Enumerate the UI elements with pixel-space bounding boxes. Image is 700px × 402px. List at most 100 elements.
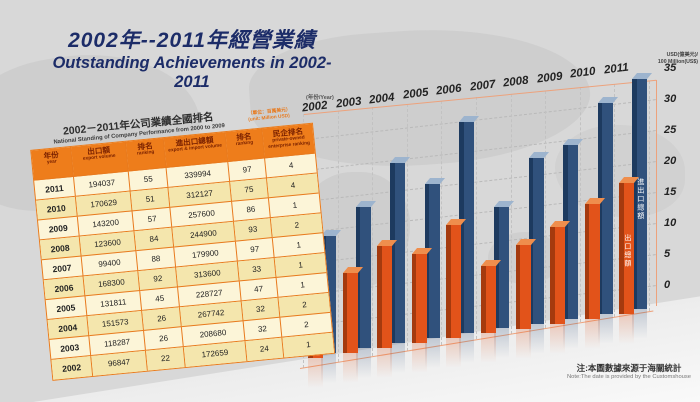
bar-total-2011: 進出口總額: [632, 73, 653, 339]
bar-reflection: [342, 353, 358, 384]
bar-reflection: [515, 328, 531, 359]
bar-export-2006: [446, 218, 467, 369]
year-separator: [406, 104, 408, 351]
chart-yaxis-unit: USD(億美元)/ 100 Million(US$): [642, 52, 698, 66]
bar-reflection: [584, 318, 600, 349]
year-separator: [372, 107, 374, 357]
bar-side-face: [390, 162, 395, 344]
bar-reflection: [446, 338, 462, 369]
ytick-20: 20: [664, 155, 677, 167]
bar-reflection: [528, 323, 544, 354]
bar-side-face: [515, 245, 521, 329]
bar-reflection: [321, 352, 336, 383]
year-separator: [510, 93, 512, 334]
bar-total-2004: [390, 156, 411, 374]
year-separator: [545, 90, 547, 329]
bar-side-face: [481, 266, 486, 334]
year-label-2011: 2011: [602, 61, 629, 77]
bar-total-2006: [459, 115, 480, 364]
table-grid: 年份 year 出口額 export volume 排名 ranking 進出口總額 expo…: [30, 122, 336, 381]
bar-reflection: [494, 328, 509, 359]
table-header-cell: 排名 ranking: [126, 138, 167, 172]
bar-reflection: [619, 313, 635, 344]
bar-export-2003: [342, 267, 363, 384]
bar-export-2005: [411, 248, 432, 374]
bar-side-face: [355, 207, 361, 349]
table-header-cell: 排名 ranking: [225, 128, 266, 163]
bar-side-face: [377, 245, 382, 349]
bar-reflection: [563, 318, 579, 349]
bar-reflection: [597, 313, 613, 344]
page-title-zh: 2002年--2011年經營業績: [68, 29, 316, 52]
bar-side-face: [619, 182, 624, 314]
bar-side-face: [550, 227, 555, 324]
bar-side-face: [597, 103, 603, 314]
bar-total-2003: [355, 201, 376, 379]
bar-reflection: [550, 323, 566, 354]
page-title-en: Outstanding Achievements in 2002-2011: [52, 54, 332, 91]
legend-total-label: 進出口總額: [636, 177, 644, 220]
bar-side-face: [584, 203, 590, 319]
bar-side-face: [563, 144, 568, 319]
bar-reflection: [355, 348, 371, 379]
bar-reflection: [632, 308, 648, 339]
ytick-25: 25: [664, 124, 677, 136]
bar-export-2007: [481, 260, 502, 364]
bar-export-2004: [377, 239, 398, 379]
year-separator: [614, 83, 616, 317]
bar-total-2009: [563, 138, 584, 349]
table-cell-value: 96847: [90, 350, 149, 376]
year-label-2010: 2010: [569, 65, 597, 81]
bar-reflection: [377, 348, 393, 379]
year-label-2004: 2004: [368, 91, 396, 107]
table-cell-value: 1: [282, 332, 335, 358]
footnote-zh: 注:本圖數據來源于海關統計: [576, 363, 682, 373]
bar-export-2010: [584, 197, 605, 349]
year-separator: [579, 87, 581, 323]
ytick-30: 30: [664, 93, 677, 105]
year-separator: [476, 97, 477, 340]
bar-total-2010: [597, 97, 618, 344]
bar-export-2008: [515, 239, 536, 359]
table-cell-value: 22: [146, 347, 186, 371]
bar-total-2005: [424, 177, 445, 369]
table-cell-year: 2002: [51, 356, 93, 380]
ytick-0: 0: [664, 279, 671, 291]
chart-yaxis-unit-line2: 100 Million(US$): [657, 58, 698, 65]
ytick-10: 10: [664, 217, 677, 229]
table-unit-note: （單位：百萬美元） (unit: Million USD): [248, 106, 313, 124]
table-header-cell: 年份 year: [31, 146, 74, 181]
ytick-5: 5: [664, 248, 671, 260]
bar-side-face: [459, 121, 464, 334]
bar-side-face: [342, 273, 348, 354]
bar-reflection: [481, 333, 496, 364]
year-separator: [441, 100, 443, 345]
table-header-cell: 民企排名 private-owned enterprise ranking: [262, 123, 315, 159]
bar-reflection: [411, 343, 427, 374]
year-separator: [649, 80, 650, 312]
bar-total-2007: [494, 201, 515, 359]
year-separator: [337, 110, 339, 362]
table-cell-value: 24: [245, 337, 285, 362]
bar-reflection: [390, 343, 406, 374]
bar-reflection: [459, 333, 475, 364]
bar-reflection: [424, 338, 440, 369]
footnote: 注:本圖數據來源于海關統計 Note:The date is provided …: [553, 362, 700, 380]
ytick-35: 35: [664, 62, 677, 74]
legend-export-label: 出口總額: [623, 234, 631, 269]
bar-side-face: [411, 254, 417, 344]
bar-side-face: [632, 79, 637, 309]
bar-export-2009: [550, 221, 571, 354]
chart-value-axis-line: [656, 80, 657, 306]
chart-xaxis-name: (年份/Year): [306, 95, 334, 101]
bar-side-face: [494, 207, 499, 329]
page-title: 2002年--2011年經營業績 Outstanding Achievement…: [36, 24, 348, 92]
bar-side-face: [424, 183, 430, 339]
bar-side-face: [446, 224, 451, 339]
footnote-en: Note:The date is provided by the Customs…: [566, 374, 692, 380]
ytick-15: 15: [664, 186, 677, 198]
bar-reflection: [308, 357, 323, 388]
year-label-2009: 2009: [535, 70, 563, 86]
ranking-table: 2002－2011年公司業績全國排名 National Standing of …: [28, 100, 336, 381]
